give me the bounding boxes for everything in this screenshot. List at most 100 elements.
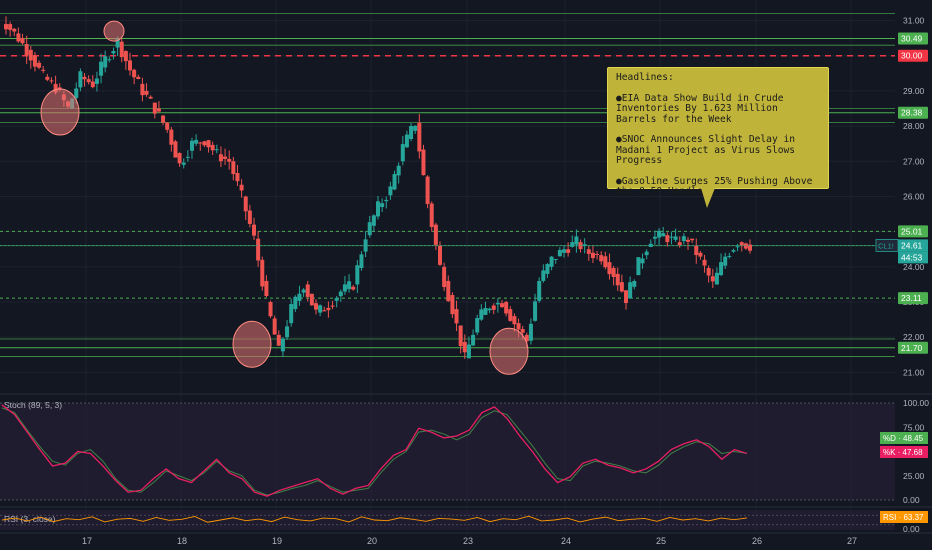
price-axis-tick: 21.00 (903, 367, 925, 377)
candle (735, 246, 740, 248)
candle (541, 270, 546, 281)
candle (181, 162, 186, 165)
candle (528, 323, 533, 341)
candle (152, 102, 157, 114)
candle (380, 203, 385, 208)
candle (607, 262, 612, 275)
candle (305, 284, 310, 297)
candle (739, 242, 744, 246)
candle (681, 236, 686, 242)
candle (640, 258, 645, 264)
candle (719, 262, 724, 276)
candle (37, 62, 42, 68)
candle (185, 156, 190, 158)
candle (227, 158, 232, 162)
candle (471, 334, 476, 346)
candle (466, 344, 471, 359)
level-tag (898, 106, 928, 119)
candle (388, 186, 393, 196)
candle (433, 224, 438, 245)
candle (698, 252, 703, 257)
candle (512, 316, 517, 325)
level-tag-label: 21.70 (901, 343, 923, 353)
candle (743, 243, 748, 249)
candle (239, 184, 244, 191)
candle (111, 51, 116, 54)
price-axis-tick: 22.00 (903, 332, 925, 342)
rsi-axis-tick: 0.00 (903, 524, 920, 534)
rsi-band (0, 510, 895, 530)
candle (537, 280, 542, 301)
candle (702, 259, 707, 266)
candle (276, 334, 281, 346)
candle (384, 199, 389, 202)
candle (553, 258, 558, 260)
candle (280, 338, 285, 352)
candle (136, 76, 141, 80)
candle (454, 309, 459, 324)
candle (590, 252, 595, 259)
time-axis-tick: 24 (561, 536, 571, 546)
rsi-value-tag (880, 511, 928, 523)
candle (483, 308, 488, 315)
candle (574, 236, 579, 245)
candle (297, 293, 302, 301)
candle (710, 276, 715, 282)
candle (123, 51, 128, 62)
candle (624, 290, 628, 304)
candle (243, 196, 248, 212)
candle (376, 201, 380, 217)
highlight-circle (40, 88, 80, 136)
candle (289, 304, 294, 324)
candle (545, 264, 550, 274)
time-axis-tick: 18 (177, 536, 187, 546)
candle (599, 255, 604, 262)
candle (524, 334, 529, 342)
candle (615, 273, 620, 286)
headline-item: SNOC Announces Slight Delay in Madani 1 … (616, 134, 820, 167)
candle (198, 142, 203, 144)
candle (595, 253, 600, 255)
candle (657, 230, 662, 238)
candle (462, 341, 467, 353)
level-tag-label: 25.01 (901, 226, 923, 236)
candle (409, 126, 414, 140)
candle (582, 244, 587, 246)
candle (338, 291, 343, 297)
candle (520, 329, 525, 333)
candle (272, 318, 277, 335)
stoch-axis-tick: 75.00 (903, 422, 925, 432)
candle (252, 224, 256, 236)
candle (293, 296, 298, 310)
candle (413, 125, 418, 131)
candle (194, 139, 199, 144)
countdown-tag (898, 251, 928, 264)
candle (669, 236, 674, 238)
candle (173, 141, 178, 158)
candle (223, 156, 228, 159)
candle (202, 141, 207, 146)
stoch-value-label: %K · 47.68 (883, 448, 923, 457)
candle (347, 281, 352, 290)
level-tag-label: 30.00 (901, 51, 923, 61)
price-axis-tick: 24.00 (903, 262, 925, 272)
time-axis-tick: 19 (272, 536, 282, 546)
candle (24, 44, 29, 56)
headline-item: EIA Data Show Build in Crude Inventories… (616, 93, 820, 126)
candle (53, 83, 58, 93)
candle (504, 302, 509, 314)
level-tag-label: 23.11 (901, 293, 922, 303)
candle (285, 326, 290, 338)
candle (309, 293, 314, 306)
candle (115, 38, 120, 48)
candle (218, 154, 223, 162)
rsi-label: RSI (3, close) (4, 514, 56, 524)
candle (648, 243, 653, 247)
price-axis-tick: 29.00 (903, 86, 925, 96)
candle (132, 69, 137, 78)
candle (425, 176, 430, 204)
time-axis-tick: 26 (752, 536, 762, 546)
candle (458, 325, 463, 347)
stoch-band (0, 403, 895, 500)
stoch-axis-tick: 0.00 (903, 495, 920, 505)
